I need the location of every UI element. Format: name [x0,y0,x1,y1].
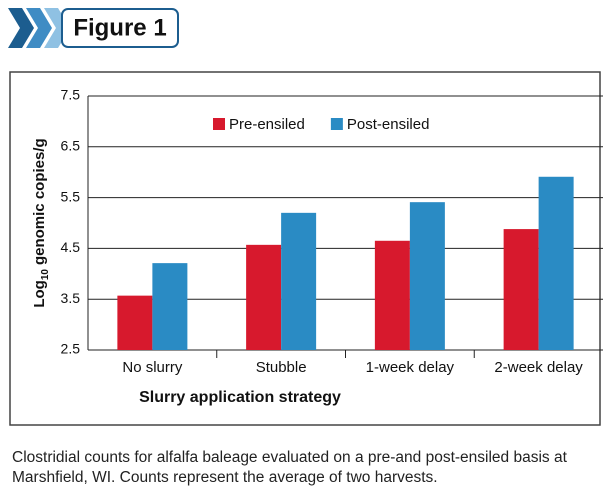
chart: Figure 1 Slurry application strategy Log… [8,8,603,426]
y-tick-label: 6.5 [61,138,81,154]
figure-box [61,8,179,48]
y-tick-label: 7.5 [61,87,81,103]
bar [246,244,282,350]
y-axis-title: Log10 genomic copies/g [31,138,51,307]
y-title-sub: 10 [40,269,51,281]
y-title-part: Log [31,280,48,308]
x-tick-label: 2-week delay [494,359,583,376]
bar [409,202,445,350]
x-tick-label: No slurry [122,359,183,376]
legend-label: Pre-ensiled [229,116,305,133]
y-tick-label: 3.5 [61,290,81,306]
x-tick-label: 1-week delay [366,359,455,376]
chevron [8,8,34,48]
y-title-part: genomic copies/g [31,138,48,265]
y-tick-label: 5.5 [61,188,81,204]
bar [538,176,574,350]
legend-swatch [330,118,343,130]
y-tick-label: 2.5 [61,341,81,357]
bar [152,263,188,350]
legend-swatch [213,118,225,130]
bar [117,295,153,350]
chevron [26,8,52,48]
x-axis-title: Slurry application strategy [139,389,341,406]
bar [503,229,539,350]
bar [374,240,410,350]
x-tick-label: Stubble [256,359,307,376]
legend-label: Post-ensiled [347,116,430,133]
figure-label: Figure 1 [73,14,166,41]
caption: Clostridial counts for alfalfa baleage e… [12,449,567,486]
bar [281,212,317,350]
y-tick-label: 4.5 [61,239,81,255]
